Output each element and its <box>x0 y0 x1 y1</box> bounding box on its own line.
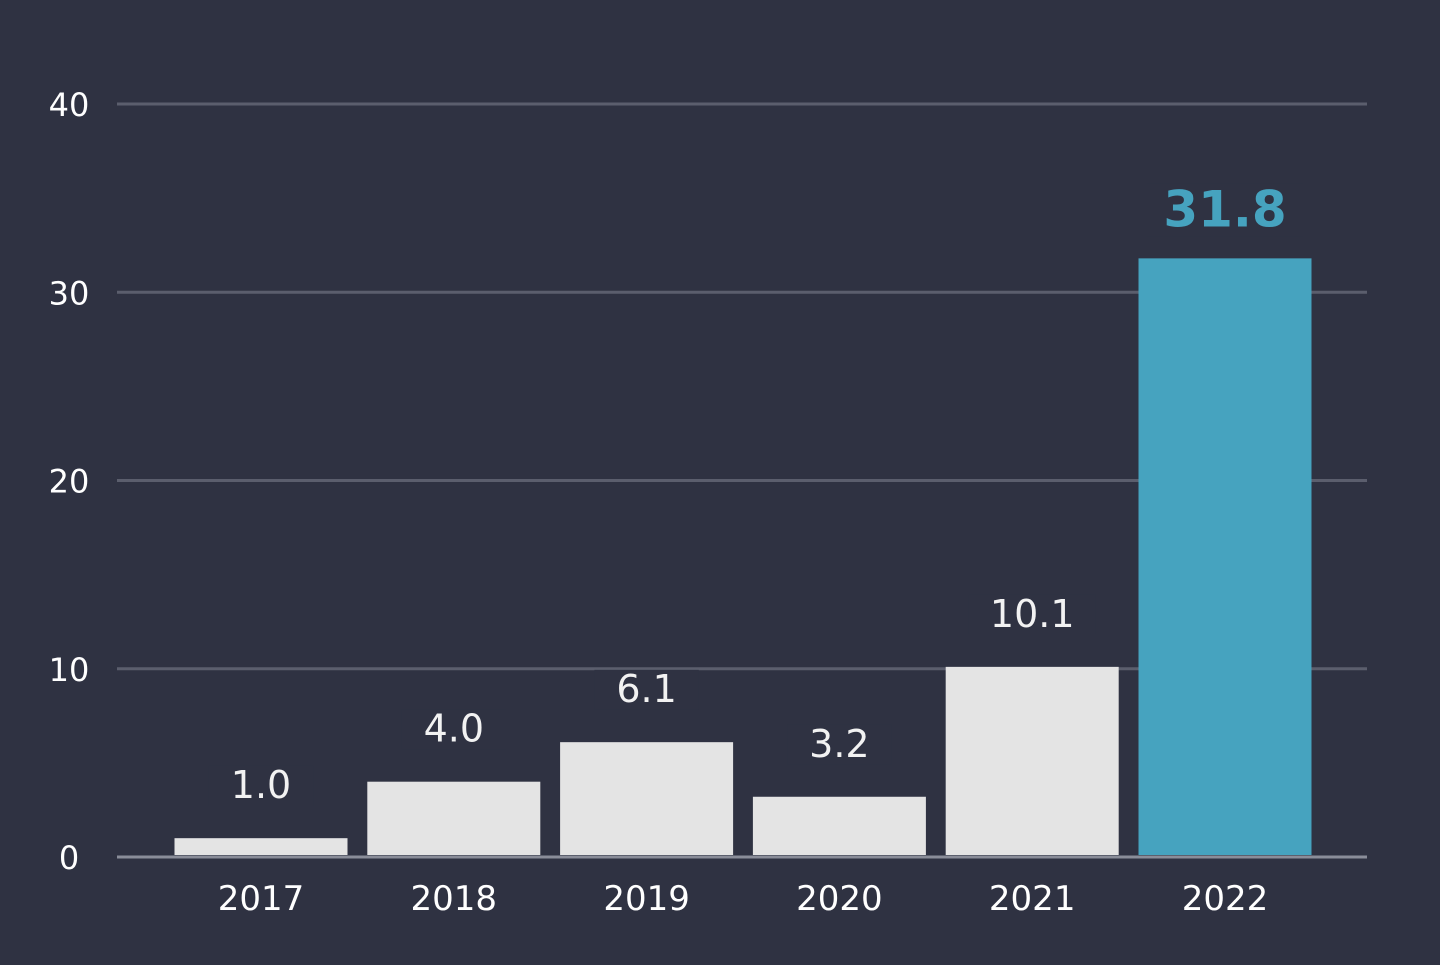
value-label-backdrop <box>401 709 506 750</box>
x-axis-ticks: 2017 2018 2019 2020 2021 2022 <box>218 879 1269 919</box>
x-tick-label-2021: 2021 <box>989 879 1076 919</box>
bars <box>174 258 1312 855</box>
y-tick-label: 40 <box>49 86 90 124</box>
x-tick-label-2019: 2019 <box>603 879 690 919</box>
y-tick-label: 0 <box>59 839 79 877</box>
value-labels: 1.0 4.0 6.1 3.2 10.1 31.8 <box>208 180 1303 807</box>
x-tick-label-2020: 2020 <box>796 879 883 919</box>
value-label-backdrop <box>968 594 1096 635</box>
value-label-2022: 31.8 <box>1163 180 1286 238</box>
value-label-2017: 1.0 <box>231 763 291 807</box>
value-label-backdrop <box>787 724 892 765</box>
value-label-backdrop <box>1147 183 1303 237</box>
y-axis-ticks: 0 10 20 30 40 <box>49 86 90 877</box>
bar-2019 <box>560 742 734 855</box>
x-tick-label-2018: 2018 <box>411 879 498 919</box>
y-tick-label: 20 <box>49 463 90 501</box>
bar-2021 <box>945 666 1119 855</box>
value-label-backdrop <box>594 669 699 710</box>
x-tick-label-2017: 2017 <box>218 879 305 919</box>
y-tick-label: 10 <box>49 651 90 689</box>
value-label-2020: 3.2 <box>809 722 869 766</box>
bar-2017 <box>174 838 348 855</box>
value-label-2019: 6.1 <box>616 667 676 711</box>
value-label-2021: 10.1 <box>990 592 1075 636</box>
bar-2022 <box>1138 258 1312 855</box>
bar-2018 <box>367 781 541 855</box>
value-label-backdrop <box>208 765 314 806</box>
bar-2020 <box>752 796 926 855</box>
y-tick-label: 30 <box>49 274 90 312</box>
value-label-2018: 4.0 <box>424 707 484 751</box>
x-tick-label-2022: 2022 <box>1182 879 1269 919</box>
